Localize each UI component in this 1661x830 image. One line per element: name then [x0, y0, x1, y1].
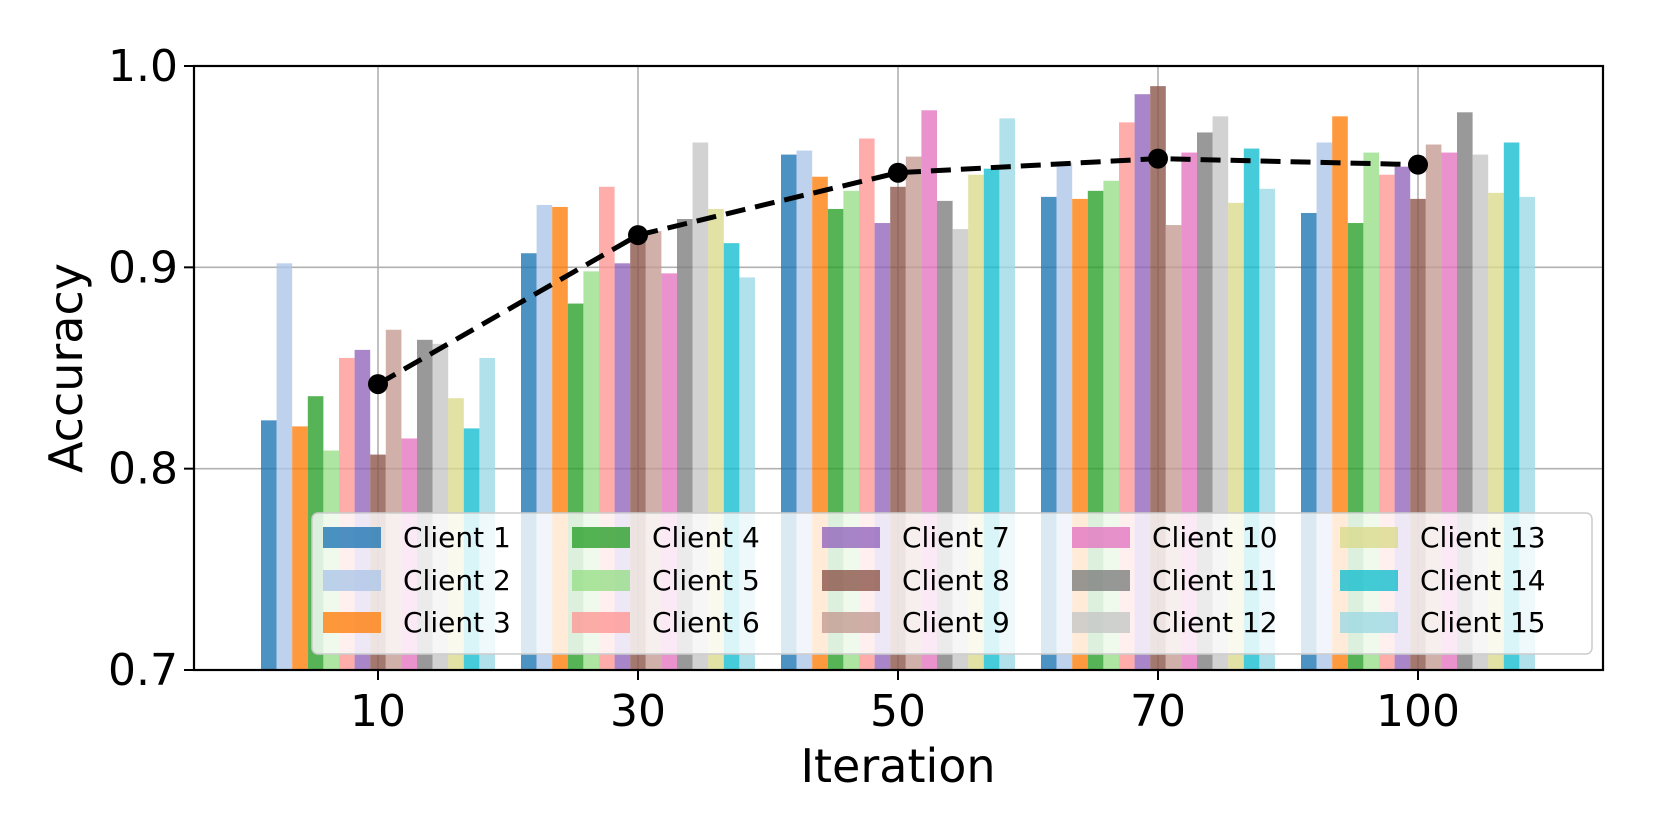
legend-label: Client 7: [902, 521, 1010, 554]
legend-label: Client 13: [1420, 521, 1546, 554]
average-line: [376, 156, 1419, 387]
legend-label: Client 6: [652, 606, 760, 639]
x-tick-label: 50: [870, 686, 926, 737]
legend-swatch: [323, 612, 381, 633]
average-marker-iter-50: [888, 162, 908, 183]
bar-client-2-iter-10: [276, 263, 293, 670]
average-line-group: [368, 148, 1428, 395]
legend-swatch: [1072, 612, 1130, 633]
legend-swatch: [1340, 570, 1398, 591]
legend-label: Client 11: [1152, 564, 1278, 597]
x-tick-label: 30: [610, 686, 666, 737]
legend-label: Client 2: [403, 564, 511, 597]
y-axis-label: Accuracy: [39, 263, 93, 473]
legend-label: Client 9: [902, 606, 1010, 639]
legend-swatch: [323, 570, 381, 591]
legend-label: Client 15: [1420, 606, 1546, 639]
average-marker-iter-70: [1148, 148, 1168, 169]
legend-swatch: [323, 527, 381, 548]
y-tick-label: 0.9: [108, 242, 178, 293]
legend-label: Client 12: [1152, 606, 1278, 639]
average-marker-iter-10: [368, 374, 388, 395]
average-marker-iter-30: [628, 225, 648, 246]
legend-label: Client 14: [1420, 564, 1546, 597]
legend-swatch: [822, 527, 880, 548]
legend-swatch: [572, 612, 630, 633]
legend-swatch: [572, 570, 630, 591]
legend-swatch: [1072, 527, 1130, 548]
legend-label: Client 10: [1152, 521, 1278, 554]
legend-swatch: [1072, 570, 1130, 591]
legend-label: Client 1: [403, 521, 511, 554]
legend-label: Client 4: [652, 521, 760, 554]
x-tick-label: 100: [1376, 686, 1460, 737]
bar-client-1-iter-10: [261, 420, 277, 670]
legend-label: Client 3: [403, 606, 511, 639]
axis-ticks: 0.7 0.8 0.9 1.0 10 30 50 70 100: [108, 41, 1460, 737]
y-tick-label: 0.7: [108, 645, 178, 696]
legend-swatch: [822, 612, 880, 633]
x-tick-label: 70: [1130, 686, 1186, 737]
legend-label: Client 5: [652, 564, 760, 597]
legend-swatch: [1340, 527, 1398, 548]
y-tick-label: 0.8: [108, 444, 178, 495]
legend-label: Client 8: [902, 564, 1010, 597]
legend-box: [311, 512, 1593, 655]
legend-swatch: [1340, 612, 1398, 633]
legend: Client 1 Client 2 Client 3 Client 4 Client 5…: [311, 512, 1593, 655]
y-tick-label: 1.0: [108, 41, 178, 92]
x-tick-label: 10: [350, 686, 406, 737]
x-axis-label: Iteration: [800, 739, 995, 793]
legend-swatch: [572, 527, 630, 548]
legend-swatch: [822, 570, 880, 591]
average-marker-iter-100: [1408, 154, 1428, 175]
bar-client-3-iter-10: [292, 426, 308, 670]
